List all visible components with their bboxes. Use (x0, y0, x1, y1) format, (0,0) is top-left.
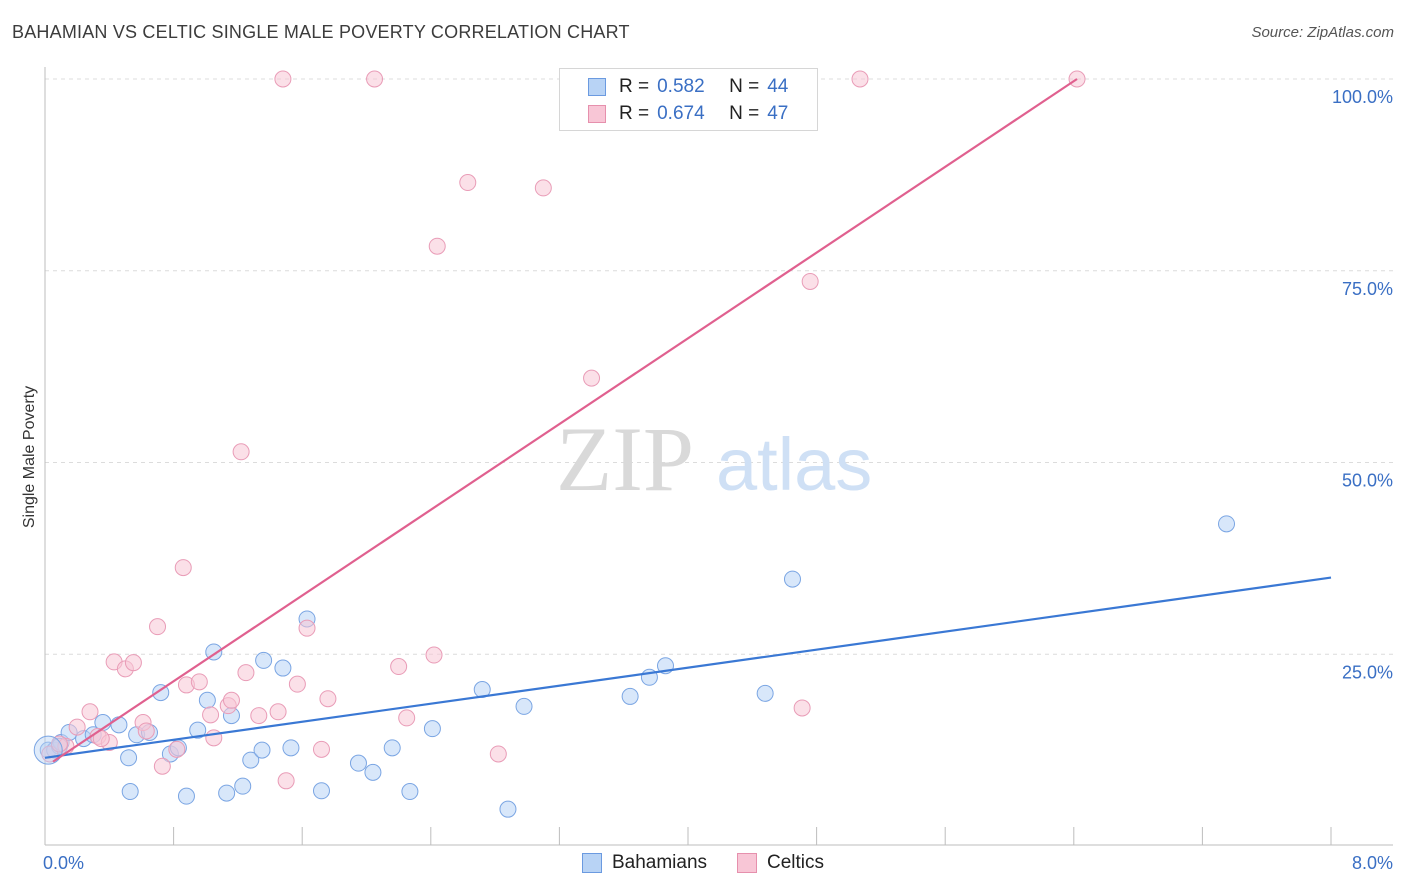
legend-r-value-bahamians: 0.582 (657, 76, 705, 97)
celtics-point (398, 709, 416, 727)
bahamians-point (242, 751, 260, 769)
bahamians-point (33, 735, 63, 765)
legend-r-label: R = (619, 76, 650, 97)
watermark-zip: ZIP (556, 408, 694, 510)
legend-row-celtics: R = 0.674 N = 47 (588, 102, 788, 126)
bottom-legend: Bahamians Celtics (0, 852, 1406, 874)
bahamians-point (312, 782, 330, 800)
legend-n-value-celtics: 47 (767, 103, 789, 124)
celtics-point (137, 722, 155, 740)
celtics-point (190, 673, 208, 691)
bahamians-point (234, 777, 252, 795)
y-tick-label: 75.0% (1342, 279, 1393, 299)
y-tick-label: 25.0% (1342, 662, 1393, 682)
legend-r-label: R = (619, 103, 650, 124)
bahamians-point (515, 697, 533, 715)
celtics-point (153, 757, 171, 775)
legend-row-bahamians: R = 0.582 N = 44 (588, 75, 788, 99)
bahamians-point (423, 720, 441, 738)
celtics-point (583, 369, 601, 387)
celtics-point (202, 706, 220, 724)
celtics-point (459, 174, 477, 192)
legend-swatch-bahamians (588, 78, 606, 96)
bahamians-point (274, 659, 292, 677)
legend-n-label: N = (729, 76, 760, 97)
celtics-point (312, 740, 330, 758)
celtics-point (793, 699, 811, 717)
bahamians-trendline (44, 576, 1332, 759)
celtics-point (319, 690, 337, 708)
trendlines (44, 78, 1332, 763)
bahamians-point (218, 784, 236, 802)
y-tick-label: 100.0% (1332, 87, 1393, 107)
celtics-point (428, 237, 446, 255)
celtics-trendline (52, 78, 1078, 763)
celtics-point (425, 646, 443, 664)
gridlines (45, 78, 1393, 655)
bottom-legend-label-celtics: Celtics (767, 852, 825, 873)
celtics-point (534, 179, 552, 197)
bahamians-point (621, 687, 639, 705)
celtics-point (68, 718, 86, 736)
celtics-point (222, 691, 240, 709)
bottom-legend-swatch-celtics (737, 853, 758, 873)
bottom-legend-swatch-bahamians (581, 853, 602, 873)
celtics-point (489, 745, 507, 763)
bahamians-point (783, 570, 801, 588)
bahamians-point (282, 739, 300, 757)
watermark-atlas: atlas (716, 423, 872, 506)
chart-title: BAHAMIAN VS CELTIC SINGLE MALE POVERTY C… (12, 22, 630, 42)
celtics-point (168, 740, 186, 758)
bahamians-point (499, 800, 517, 818)
celtics-point (366, 70, 384, 88)
x-tick-label: 8.0% (1352, 853, 1393, 873)
bahamians-point (349, 754, 367, 772)
celtics-point (801, 272, 819, 290)
bahamians-point (110, 716, 128, 734)
legend-swatch-celtics (588, 105, 606, 123)
y-axis-label: Single Male Poverty (21, 386, 38, 528)
bahamians-point (364, 763, 382, 781)
celtics-point (851, 70, 869, 88)
legend-box: R = 0.582 N = 44 R = 0.674 N = 47 (559, 68, 818, 131)
bahamians-point (152, 684, 170, 702)
celtics-point (288, 675, 306, 693)
source-label: Source: ZipAtlas.com (1251, 24, 1394, 41)
y-tick-label: 50.0% (1342, 471, 1393, 491)
bahamians-point (255, 651, 273, 669)
celtics-point (269, 703, 287, 721)
celtics-point (50, 735, 68, 753)
tick-labels: 25.0% 50.0% 75.0% 100.0% 0.0% 8.0% (43, 87, 1393, 873)
legend-n-label: N = (729, 103, 760, 124)
bahamians-point (1218, 515, 1236, 533)
bahamians-point (198, 691, 216, 709)
bahamians-point (756, 684, 774, 702)
bahamians-point (189, 721, 207, 739)
celtics-point (250, 707, 268, 725)
bahamians-point (401, 783, 419, 801)
celtics-point (232, 443, 250, 461)
celtics-point (274, 70, 292, 88)
bahamians-point (121, 783, 139, 801)
celtics-point (124, 654, 142, 672)
bottom-legend-bahamians: Bahamians (581, 852, 708, 874)
bahamians-point (253, 741, 271, 759)
celtics-point (277, 772, 295, 790)
celtics-point (237, 664, 255, 682)
bottom-legend-label-bahamians: Bahamians (611, 852, 708, 873)
x-tick-label: 0.0% (43, 853, 84, 873)
celtics-point (174, 559, 192, 577)
axes (44, 67, 1393, 846)
celtics-point (390, 658, 408, 676)
celtics-point (298, 619, 316, 637)
celtics-point (149, 618, 167, 636)
bahamians-point (177, 787, 195, 805)
legend-n-value-bahamians: 44 (767, 76, 789, 97)
celtics-point (81, 703, 99, 721)
bahamians-point (120, 749, 138, 767)
bottom-legend-celtics: Celtics (737, 852, 824, 874)
legend-r-value-celtics: 0.674 (657, 103, 705, 124)
bahamians-point (383, 739, 401, 757)
